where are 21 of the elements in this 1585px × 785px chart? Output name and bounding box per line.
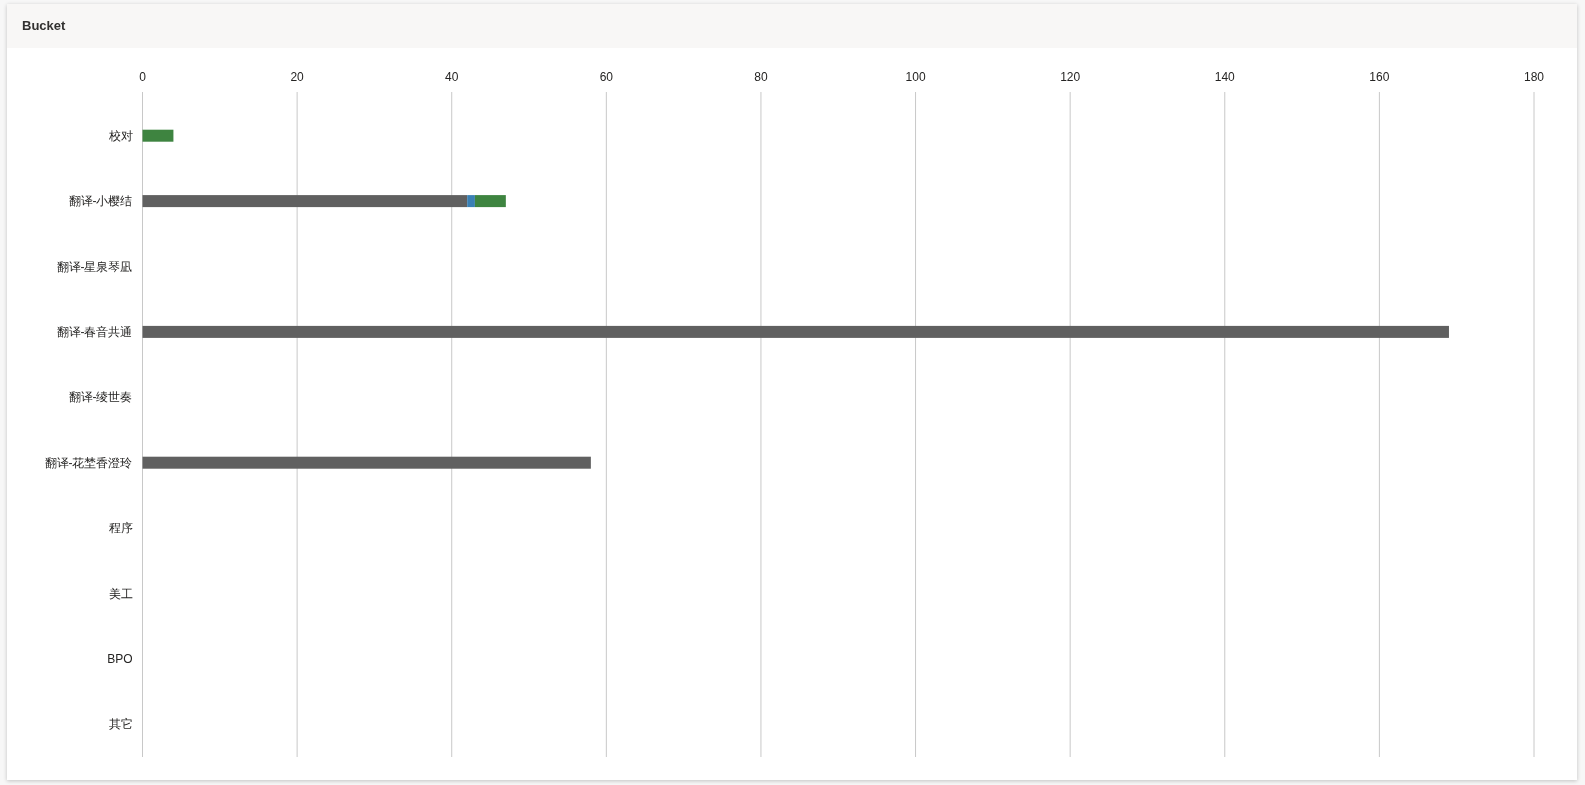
category-label: BPO [107, 651, 133, 666]
category-label: 翻译-春音共通 [56, 324, 133, 339]
tick-label: 0 [139, 69, 146, 84]
category-label: 翻译-花埜香澄玲 [44, 455, 133, 470]
title: Bucket [22, 18, 66, 33]
category-label: 美工 [108, 586, 133, 601]
category-label: 其它 [108, 717, 133, 732]
category-label: 校对 [108, 128, 133, 143]
tick-label: 40 [445, 69, 459, 84]
tick-label: 160 [1369, 69, 1390, 84]
tick-label: 100 [905, 69, 926, 84]
tick-label: 20 [290, 69, 304, 84]
category-label: 翻译-绫世奏 [68, 390, 133, 405]
tick-label: 60 [599, 69, 613, 84]
tick-label: 120 [1060, 69, 1081, 84]
tick-label: 80 [754, 69, 768, 84]
category-label: 翻译-小樱结 [68, 194, 133, 209]
category-label: 程序 [108, 521, 133, 536]
category-label: 翻译-星泉琴凪 [56, 259, 133, 274]
tick-label: 180 [1524, 69, 1544, 84]
tick-label: 140 [1214, 69, 1235, 84]
